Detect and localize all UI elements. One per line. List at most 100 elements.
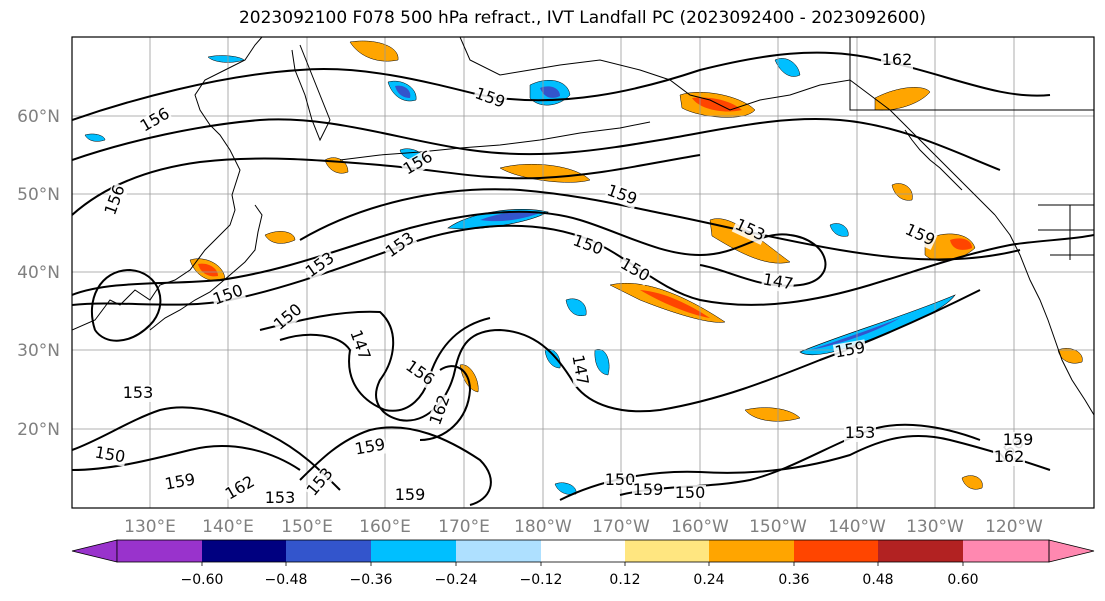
contour-label: 162: [222, 472, 258, 504]
graticule: [72, 37, 1094, 508]
shade-blue-6: [544, 348, 561, 369]
contour-label-bg: [832, 339, 868, 362]
shade-orange-4: [709, 218, 791, 264]
lon-tick-label: 140°E: [202, 517, 254, 537]
contour-label-bg: [603, 182, 640, 209]
shade-orange-13: [891, 183, 913, 201]
lon-tick-label: 180°W: [514, 517, 572, 537]
colorbar-segment: [286, 540, 371, 562]
contour-label-bg: [302, 249, 339, 282]
contour-label: 153: [303, 464, 337, 500]
colorbar-segment: [878, 540, 963, 562]
contour-label-bg: [400, 148, 437, 179]
contour-label-bg: [122, 385, 154, 402]
contour-label: 153: [265, 488, 296, 507]
contour-label-bg: [731, 215, 768, 245]
contour-label: 162: [425, 392, 453, 427]
colorbar: [71, 539, 1095, 563]
colorbar-tick-label: −0.36: [350, 572, 393, 588]
lat-tick-label: 40°N: [17, 263, 60, 283]
contour-150a: [72, 224, 1094, 306]
shade-orange-7: [499, 163, 591, 183]
lon-tick-label: 150°W: [749, 517, 807, 537]
lon-tick-label: 140°W: [828, 517, 886, 537]
map-title: 2023092100 F078 500 hPa refract., IVT La…: [238, 8, 926, 28]
contour-label-bg: [401, 357, 438, 390]
contour-label-bg: [210, 282, 247, 309]
coast-alaska: [459, 37, 996, 216]
contour-label-bg: [102, 182, 129, 219]
contour-label-bg: [901, 220, 938, 250]
colorbar-segment: [456, 540, 541, 562]
contour-label-bg: [674, 485, 706, 502]
contour-ring-west: [90, 268, 162, 342]
contour-label: 159: [1003, 430, 1034, 449]
colorbar-segment: [202, 540, 286, 562]
shaded-anomaly-layer: [84, 40, 1083, 495]
contour-label: 150: [605, 470, 636, 489]
colorbar-tick-label: −0.48: [265, 572, 308, 588]
colorbar-segment: [794, 540, 878, 562]
contour-label: 159: [473, 83, 508, 111]
lon-tick-label: 130°W: [906, 517, 964, 537]
contour-label: 156: [137, 104, 173, 136]
contour-label: 159: [395, 485, 426, 504]
contour-label: 162: [882, 50, 913, 69]
colorbar-tick-label: 0.24: [693, 572, 724, 588]
contour-label: 153: [123, 383, 154, 402]
shade-orange-9: [744, 407, 801, 422]
coast-kamchatka: [291, 44, 331, 142]
colorbar-tick-labels: −0.60 −0.48 −0.36 −0.24 −0.12 0.12 0.24 0.36 0.4…: [181, 562, 979, 588]
contour-label: 153: [382, 228, 418, 261]
lon-tick-label: 150°E: [281, 517, 333, 537]
shade-red-1: [692, 97, 742, 112]
colorbar-tick-label: −0.60: [181, 572, 224, 588]
contour-159b: [72, 406, 341, 491]
contour-label-bg: [616, 255, 653, 286]
contour-label-bg: [632, 482, 664, 499]
contour-label: 150: [675, 483, 706, 502]
contour-156a: [72, 154, 701, 216]
colorbar-tick-label: 0.36: [778, 572, 809, 588]
coast-bc-islands: [904, 129, 963, 191]
lon-tick-label: 170°E: [438, 517, 490, 537]
contour-label-bg: [471, 85, 508, 112]
contour-label-bg: [264, 490, 296, 507]
contour-147a: [259, 289, 981, 422]
contour-153b: [299, 426, 492, 506]
contour-label: 150: [93, 442, 126, 466]
lon-tick-label: 130°E: [124, 517, 176, 537]
colorbar-extend-min: [71, 539, 118, 563]
colorbar-segment: [117, 540, 202, 562]
shade-red-3: [640, 290, 710, 318]
shade-blue-2-core: [395, 85, 411, 98]
shade-orange-12: [264, 231, 296, 244]
shade-blue-8: [554, 482, 577, 495]
shade-orange-2: [874, 87, 931, 111]
contour-label-bg: [92, 444, 128, 467]
shade-blue-jet-east: [799, 294, 956, 356]
contour-label-bg: [844, 425, 876, 442]
contour-label: 156: [100, 182, 128, 217]
contour-label: 147: [346, 327, 374, 362]
shade-blue-9: [829, 223, 849, 237]
contour-label-bg: [568, 352, 591, 388]
coast-japan: [149, 204, 263, 331]
contour-label: 159: [833, 337, 866, 361]
shade-blue-1-core: [540, 86, 560, 98]
contour-156b: [279, 317, 491, 412]
contour-label: 156: [402, 356, 438, 389]
contour-label-bg: [346, 327, 373, 364]
colorbar-segment: [371, 540, 456, 562]
lat-tick-label: 30°N: [17, 341, 60, 361]
shade-red-8: [198, 263, 218, 277]
contour-label: 150: [571, 230, 606, 258]
shade-orange-14: [961, 475, 983, 490]
contour-159a: [299, 188, 1021, 261]
contour-label: 159: [605, 180, 640, 208]
contour-label-bg: [352, 436, 388, 459]
lon-tick-label: 160°W: [671, 517, 729, 537]
lat-tick-label: 60°N: [17, 107, 60, 127]
contour-label-bg: [303, 464, 338, 501]
